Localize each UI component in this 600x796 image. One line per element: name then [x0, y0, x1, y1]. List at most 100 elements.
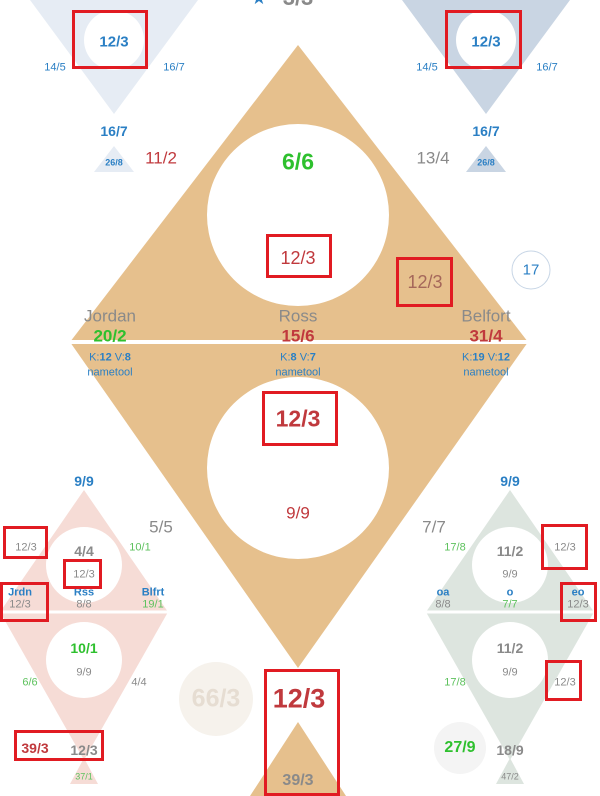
- top-left-circle[interactable]: [84, 10, 144, 70]
- player-name: Jrdn: [8, 586, 32, 599]
- bottom-left-upper-b[interactable]: 12/3: [73, 568, 95, 581]
- main-lower-bottom-score[interactable]: 9/9: [286, 503, 310, 523]
- green-score-circle[interactable]: [434, 722, 486, 774]
- top-left-right-score: 16/7: [163, 61, 185, 74]
- highlight-main-upper-bottom: [266, 234, 332, 278]
- bottom-left-mini-score: 37/1: [75, 771, 93, 782]
- bottom-right-top-score: 9/9: [500, 473, 520, 489]
- player-name: Blfrt: [141, 586, 165, 599]
- bottom-right-side-score: 7/7: [422, 517, 446, 537]
- top-left-side-score: 11/2: [145, 148, 177, 168]
- bottom-right-upper-b[interactable]: 9/9: [502, 568, 518, 581]
- top-right-left-score: 14/5: [416, 61, 438, 74]
- player-name: eo: [571, 586, 585, 599]
- bottom-left-bottom-gray[interactable]: 12/3: [70, 742, 98, 758]
- player-value: 8/8: [76, 598, 92, 611]
- center-bottom-tri-score[interactable]: 39/3: [282, 772, 314, 789]
- main-lower-circle[interactable]: [207, 377, 389, 559]
- highlight-main-lower-top: [262, 391, 338, 446]
- star-icon: ★: [251, 0, 267, 7]
- top-left-left-score: 14/5: [44, 61, 66, 74]
- player-name: Belfort: [461, 306, 511, 326]
- player-value: 12/3: [567, 598, 589, 611]
- bottom-right-box-score[interactable]: 12/3: [554, 541, 576, 554]
- main-badge[interactable]: 17: [522, 261, 540, 279]
- bottom-right-lower-left: 17/8: [444, 676, 466, 689]
- bottom-left-side-score: 5/5: [149, 517, 173, 537]
- center-bottom-triangle: [250, 722, 346, 796]
- player-name: o: [506, 586, 514, 599]
- badge-circle[interactable]: [511, 250, 551, 290]
- main-right-score[interactable]: 12/3: [407, 272, 443, 292]
- bottom-left-upper-a[interactable]: 4/4: [74, 543, 94, 559]
- player-tool: nametool: [463, 366, 509, 379]
- top-left-mini-triangle: [94, 146, 134, 172]
- player-tool: nametool: [275, 366, 321, 379]
- highlight-bottom-right-eo: [560, 582, 597, 622]
- center-bottom-main-score[interactable]: 12/3: [272, 683, 326, 714]
- top-right-mini-triangle: [466, 146, 506, 172]
- bottom-left-lower-b[interactable]: 9/9: [76, 666, 92, 679]
- player-score: 15/6: [281, 326, 315, 346]
- player-tool: nametool: [87, 366, 133, 379]
- bottom-right-mini-score: 47/2: [501, 771, 519, 782]
- bottom-right-lower-b[interactable]: 9/9: [502, 666, 518, 679]
- highlight-bottom-left-scores: [14, 730, 104, 761]
- bottom-right-lower-a[interactable]: 11/2: [496, 640, 524, 656]
- main-upper-bottom-score[interactable]: 12/3: [280, 248, 316, 268]
- top-score: 3/3: [283, 0, 314, 9]
- highlight-bottom-right-box: [541, 524, 588, 570]
- player-name: Ross: [278, 306, 318, 326]
- player-stats: K:19 V:12: [462, 351, 510, 364]
- bottom-right-upper-circle[interactable]: [472, 527, 548, 603]
- top-right-below-score: 16/7: [472, 123, 500, 139]
- bottom-left-top-score: 9/9: [74, 473, 94, 489]
- bottom-right-mini-triangle: [496, 758, 524, 784]
- main-upper-circle[interactable]: [207, 124, 389, 306]
- main-upper-top-score[interactable]: 6/6: [282, 148, 314, 175]
- top-right-mini-score: 26/8: [477, 157, 495, 168]
- bottom-right-lower-circle[interactable]: [472, 622, 548, 698]
- player-name: oa: [436, 586, 450, 599]
- player-value: 8/8: [435, 598, 451, 611]
- player-value: 7/7: [502, 598, 518, 611]
- bottom-right-bottom-gray[interactable]: 18/9: [496, 742, 524, 758]
- bottom-right-lower-box[interactable]: 12/3: [554, 676, 576, 689]
- bottom-left-bottom-red[interactable]: 39/3: [21, 740, 49, 756]
- top-left-mini-score: 26/8: [105, 157, 123, 168]
- top-right-circle-score[interactable]: 12/3: [471, 33, 501, 51]
- player-name: Jordan: [84, 306, 136, 326]
- player-value: 12/3: [9, 598, 31, 611]
- highlight-bottom-right-lower-box: [545, 660, 582, 701]
- highlight-main-right: [396, 257, 453, 307]
- highlight-bottom-left-jrdn: [0, 582, 49, 622]
- highlight-center-bottom: [264, 669, 340, 796]
- top-right-right-score: 16/7: [536, 61, 558, 74]
- bottom-right-upper-a[interactable]: 11/2: [496, 543, 524, 559]
- bottom-left-upper-right: 10/1: [129, 541, 151, 554]
- player-name: Rss: [73, 586, 95, 599]
- bottom-left-lower-right: 4/4: [131, 676, 147, 689]
- highlight-top-right-circle: [445, 10, 522, 69]
- main-lower-top-score[interactable]: 12/3: [275, 405, 321, 432]
- highlight-bottom-left-upper-b: [63, 559, 102, 589]
- bottom-left-lower-a[interactable]: 10/1: [70, 640, 98, 656]
- bottom-right-green-score[interactable]: 27/9: [444, 739, 476, 756]
- player-stats: K:8 V:7: [280, 351, 316, 364]
- player-score: 31/4: [469, 326, 503, 346]
- bottom-left-lower-circle[interactable]: [46, 622, 122, 698]
- bottom-left-mini-triangle: [70, 758, 98, 784]
- bottom-right-upper-left: 17/8: [444, 541, 466, 554]
- top-left-below-score: 16/7: [100, 123, 128, 139]
- bottom-left-box-score[interactable]: 12/3: [15, 541, 37, 554]
- ghost-score[interactable]: 66/3: [191, 684, 241, 713]
- top-right-side-score: 13/4: [416, 148, 450, 168]
- player-value: 19/1: [142, 598, 164, 611]
- highlight-top-left-circle: [72, 10, 148, 69]
- ghost-circle[interactable]: [179, 662, 253, 736]
- player-stats: K:12 V:8: [89, 351, 131, 364]
- top-left-circle-score[interactable]: 12/3: [99, 33, 129, 51]
- top-right-circle[interactable]: [456, 10, 516, 70]
- player-score: 20/2: [93, 326, 127, 346]
